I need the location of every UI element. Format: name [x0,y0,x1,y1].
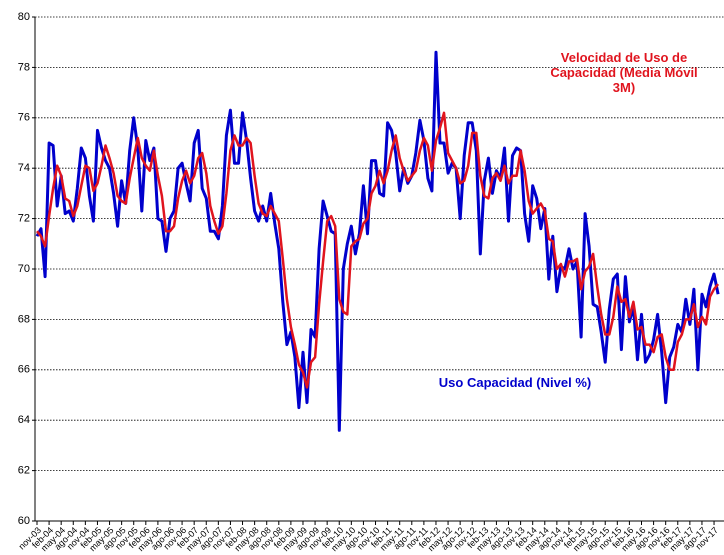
y-tick-label: 80 [18,11,30,23]
y-tick-label: 74 [18,162,30,174]
y-tick-label: 68 [18,313,30,325]
y-tick-label: 78 [18,61,30,73]
series-line [35,50,720,432]
series-label: Velocidad de Uso de Capacidad (Media Móv… [550,50,698,95]
y-tick-label: 66 [18,364,30,376]
series-label: Uso Capacidad (Nivel %) [438,375,592,390]
y-tick-label: 60 [18,515,30,527]
y-tick-label: 70 [18,263,30,275]
y-tick-label: 72 [18,213,30,225]
series-line [36,111,720,389]
y-tick-label: 76 [18,112,30,124]
y-tick-label: 62 [18,465,30,477]
y-tick-label: 64 [18,414,30,426]
